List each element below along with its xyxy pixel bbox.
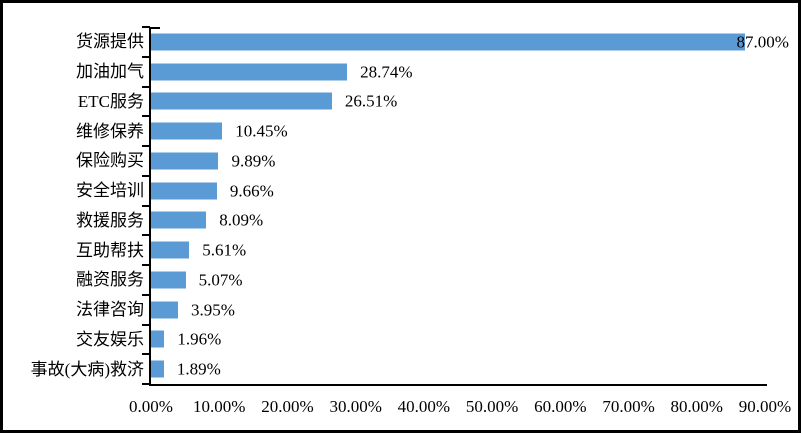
bar-row: 5.07%: [151, 265, 765, 295]
x-axis-tick-label: 70.00%: [602, 397, 655, 416]
category-label: 加油加气: [76, 62, 144, 82]
axis-tick: [142, 293, 150, 296]
bar-value-label: 8.09%: [219, 210, 264, 230]
category-label: 法律咨询: [76, 300, 144, 320]
axis-tick: [142, 174, 150, 177]
axis-tick: [142, 353, 150, 356]
bar-value-label: 10.45%: [235, 121, 288, 141]
bar: [151, 330, 165, 348]
axis-tick-top: [151, 27, 160, 29]
y-axis-line: [149, 27, 151, 386]
bar: [151, 152, 219, 170]
bar-value-label: 26.51%: [344, 91, 398, 111]
category-label: 货源提供: [76, 32, 144, 52]
bar-row: 1.89%: [151, 354, 765, 384]
bar-value-label: 28.74%: [360, 62, 413, 82]
axis-tick: [142, 55, 150, 58]
axis-tick: [142, 234, 150, 237]
axis-tick: [142, 323, 150, 326]
x-axis-tick-label: 20.00%: [261, 397, 314, 416]
bar-row: 3.95%: [151, 295, 765, 325]
bar-value-label: 1.96%: [177, 329, 222, 349]
bar: [151, 241, 190, 259]
bar-row: 26.51%: [151, 87, 765, 117]
axis-tick: [142, 26, 150, 28]
bar-row: 87.00%: [151, 27, 789, 57]
bar: [151, 301, 178, 319]
x-axis-tick-label: 10.00%: [193, 397, 246, 416]
bar: [151, 360, 164, 378]
axis-tick: [142, 204, 150, 207]
bar-value-label: 3.95%: [190, 300, 235, 320]
x-axis-tick-label: 90.00%: [738, 397, 792, 416]
category-label: 事故(大病)救济: [30, 359, 144, 379]
bar: [151, 33, 745, 51]
category-label: 救援服务: [76, 210, 144, 230]
axis-tick: [142, 115, 150, 118]
x-axis-tick-label: 60.00%: [534, 397, 587, 416]
category-label: 保险购买: [76, 151, 144, 171]
bar-row: 9.66%: [151, 176, 765, 206]
axis-tick: [142, 145, 150, 147]
bar-value-label: 9.66%: [229, 181, 274, 201]
bar-row: 9.89%: [151, 146, 765, 176]
category-label: ETC服务: [77, 91, 144, 111]
category-label: 安全培训: [76, 181, 144, 201]
bar: [151, 122, 223, 140]
axis-tick: [142, 264, 150, 266]
category-label: 交友娱乐: [76, 329, 144, 349]
category-label: 互助帮扶: [76, 240, 144, 260]
axis-tick: [142, 85, 150, 88]
bar-value-label: 5.61%: [202, 240, 247, 260]
x-axis-tick-label: 40.00%: [397, 397, 451, 416]
bar: [151, 271, 186, 289]
bars-container: 87.00% 28.74% 26.51% 10.45% 9.89% 9.66% 8.09% 5…: [151, 27, 789, 384]
bar-value-label: 9.89%: [231, 151, 276, 171]
bar-row: 8.09%: [151, 206, 765, 236]
x-axis-tick-label: 0.00%: [129, 397, 173, 416]
bar-value-label: 5.07%: [198, 270, 243, 290]
bar-row: 10.45%: [151, 116, 765, 146]
bar: [151, 182, 217, 200]
bar-row: 1.96%: [151, 325, 765, 355]
x-axis-tick-label: 50.00%: [465, 397, 519, 416]
bar-row: 5.61%: [151, 235, 765, 265]
x-axis-line: [149, 384, 767, 386]
bar: [151, 92, 332, 110]
category-axis-labels: 货源提供加油加气 ETC服务维修保养保险购买安全培训救援服务互助帮扶融资服务法律咨…: [3, 27, 144, 384]
x-axis-tick-label: 30.00%: [329, 397, 382, 416]
bar-value-label: 87.00%: [736, 32, 789, 52]
bar: [151, 211, 207, 229]
bar-row: 28.74%: [151, 57, 765, 87]
category-label: 融资服务: [76, 270, 144, 290]
category-label: 维修保养: [76, 121, 144, 141]
x-axis-tick-label: 80.00%: [670, 397, 723, 416]
axis-tick: [142, 383, 150, 385]
bar-value-label: 1.89%: [176, 359, 221, 379]
bar: [151, 63, 348, 81]
x-axis-labels: 0.00% 10.00% 20.00% 30.00% 40.00% 50.00% 60.00…: [3, 397, 798, 421]
